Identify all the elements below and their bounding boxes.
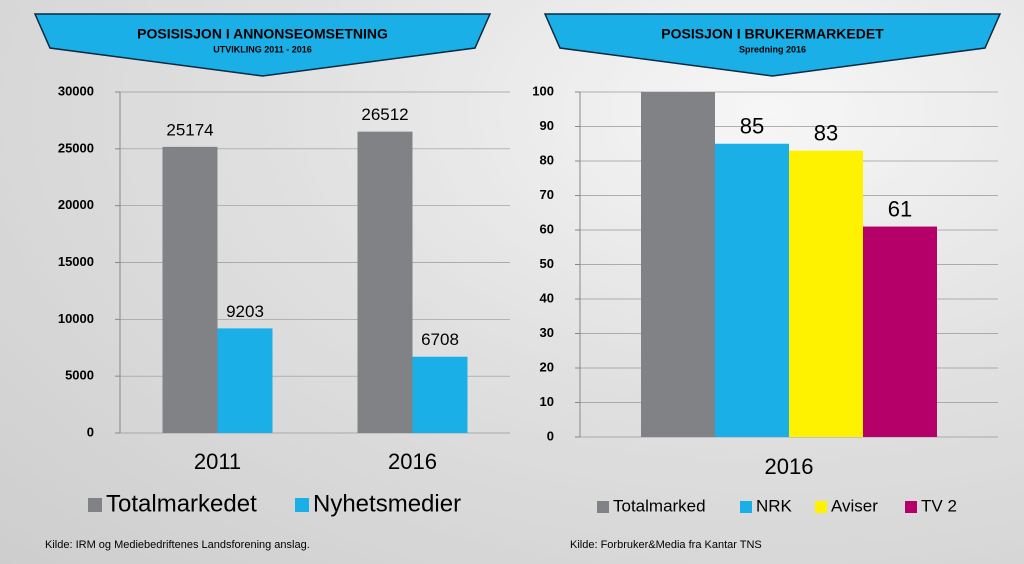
chart-subtitle: UTVIKLING 2011 - 2016 bbox=[213, 44, 312, 54]
y-tick-label: 10000 bbox=[58, 311, 94, 326]
legend-label: Nyhetsmedier bbox=[313, 490, 461, 517]
bar bbox=[863, 226, 937, 437]
y-tick-label: 100 bbox=[532, 83, 554, 98]
chart-subtitle: Spredning 2016 bbox=[739, 44, 806, 54]
x-tick-label: 2016 bbox=[388, 449, 437, 474]
y-tick-label: 20000 bbox=[58, 197, 94, 212]
legend-swatch bbox=[905, 501, 917, 513]
bar bbox=[789, 150, 863, 437]
source-note: Kilde: Forbruker&Media fra Kantar TNS bbox=[570, 539, 762, 551]
y-tick-label: 80 bbox=[540, 152, 554, 167]
y-tick-label: 20 bbox=[540, 359, 554, 374]
y-tick-label: 15000 bbox=[58, 254, 94, 269]
bar bbox=[412, 356, 468, 433]
bar bbox=[641, 92, 715, 437]
legend-swatch bbox=[597, 501, 609, 513]
y-tick-label: 60 bbox=[540, 221, 554, 236]
legend-label: Totalmarkedet bbox=[106, 490, 257, 517]
y-tick-label: 25000 bbox=[58, 140, 94, 155]
source-note: Kilde: IRM og Mediebedriftenes Landsfore… bbox=[45, 539, 310, 551]
bar bbox=[357, 131, 413, 434]
y-tick-label: 90 bbox=[540, 118, 554, 133]
y-tick-label: 70 bbox=[540, 187, 554, 202]
y-tick-label: 30000 bbox=[58, 83, 94, 98]
y-tick-label: 5000 bbox=[65, 368, 94, 383]
legend-label: NRK bbox=[756, 496, 793, 515]
x-tick-label: 2016 bbox=[765, 454, 814, 479]
data-label: 83 bbox=[814, 120, 838, 145]
data-label: 26512 bbox=[361, 105, 408, 124]
data-label: 9203 bbox=[226, 302, 264, 321]
data-label: 6708 bbox=[421, 330, 459, 349]
legend-swatch bbox=[295, 498, 309, 512]
chart-title: POSISISJON I ANNONSEOMSETNING bbox=[137, 26, 388, 42]
title-banner bbox=[33, 13, 492, 77]
y-tick-label: 30 bbox=[540, 325, 554, 340]
title-banner bbox=[543, 13, 1002, 77]
bar bbox=[162, 146, 218, 433]
legend-label: TV 2 bbox=[921, 496, 957, 515]
y-tick-label: 50 bbox=[540, 256, 554, 271]
x-tick-label: 2011 bbox=[194, 449, 241, 474]
bar bbox=[217, 328, 273, 433]
legend-label: Aviser bbox=[831, 496, 878, 515]
chart-title: POSISJON I BRUKERMARKEDET bbox=[661, 26, 884, 42]
data-label: 61 bbox=[888, 196, 912, 221]
y-tick-label: 0 bbox=[547, 428, 554, 443]
legend-label: Totalmarked bbox=[613, 496, 706, 515]
y-tick-label: 0 bbox=[87, 424, 94, 439]
y-tick-label: 40 bbox=[540, 290, 554, 305]
legend-swatch bbox=[88, 498, 102, 512]
legend-swatch bbox=[740, 501, 752, 513]
data-label: 25174 bbox=[166, 120, 213, 139]
y-tick-label: 10 bbox=[540, 394, 554, 409]
data-label: 85 bbox=[740, 114, 764, 139]
bar bbox=[715, 143, 789, 437]
legend-swatch bbox=[815, 501, 827, 513]
